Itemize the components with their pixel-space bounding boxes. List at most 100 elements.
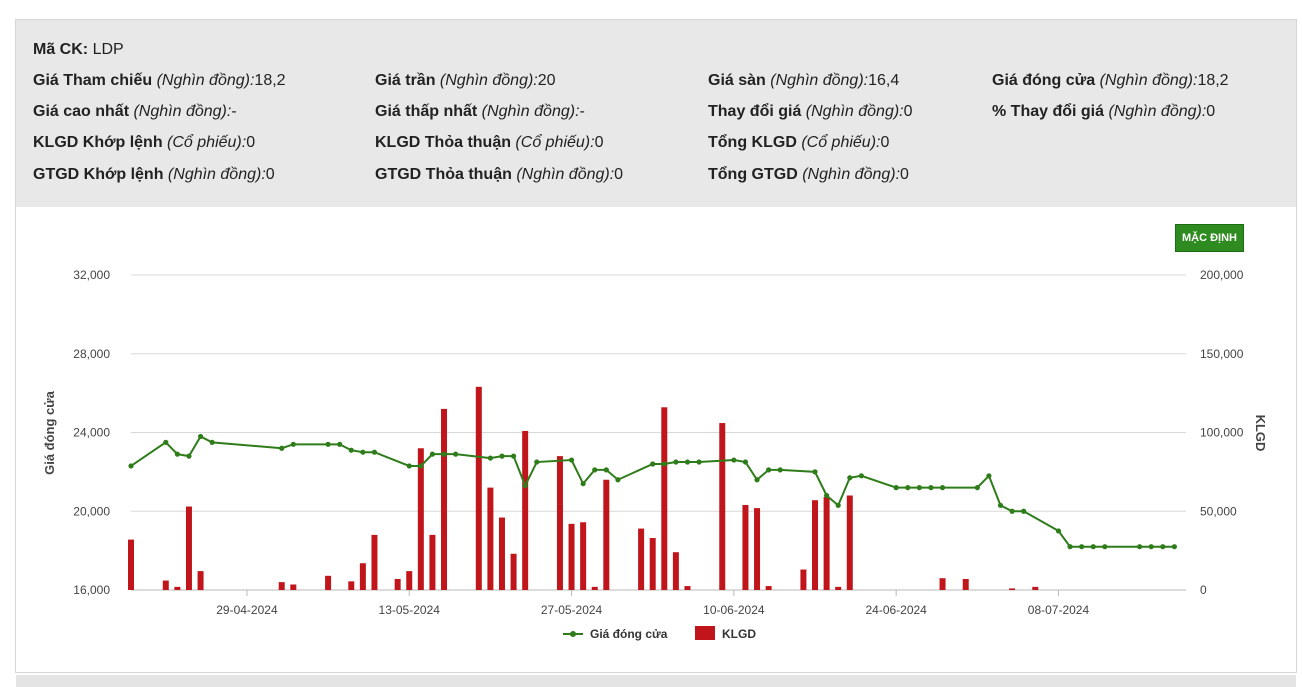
- info-field-label: Giá trần: [375, 72, 436, 89]
- info-field-value: -: [231, 103, 237, 120]
- volume-bar: [487, 487, 494, 590]
- info-field-unit: (Nghìn đồng):: [765, 72, 869, 89]
- price-point: [777, 467, 783, 473]
- volume-bar: [510, 553, 517, 590]
- price-point: [835, 502, 841, 508]
- price-point: [568, 457, 575, 463]
- volume-bar: [522, 430, 529, 590]
- volume-bar: [962, 578, 969, 590]
- info-field: % Thay đổi giá (Nghìn đồng):0: [992, 103, 1215, 121]
- default-view-button[interactable]: MẶC ĐỊNH: [1175, 224, 1244, 252]
- price-point: [453, 451, 459, 457]
- volume-bar: [1009, 588, 1016, 590]
- info-field-value: 0: [900, 166, 909, 183]
- price-point: [1009, 508, 1015, 514]
- price-point: [186, 453, 192, 459]
- bottom-scroll-strip: [16, 675, 1296, 687]
- volume-bar: [348, 581, 355, 590]
- price-point: [858, 473, 864, 479]
- volume-bar: [603, 479, 610, 590]
- volume-bar: [591, 586, 598, 590]
- price-point: [1090, 544, 1096, 550]
- price-point: [997, 502, 1004, 508]
- x-tick-label: 24-06-2024: [865, 603, 927, 617]
- info-field-label: % Thay đổi giá: [992, 103, 1105, 120]
- info-field-value: 0: [614, 166, 624, 183]
- left-tick-label: 24,000: [73, 426, 110, 440]
- volume-bar: [162, 580, 169, 590]
- volume-bar: [475, 386, 482, 590]
- info-field: KLGD Khớp lệnh (Cổ phiếu):0: [33, 134, 255, 152]
- info-field-unit: (Nghìn đồng):: [801, 103, 904, 120]
- info-field-unit: (Nghìn đồng):: [1104, 103, 1207, 120]
- x-tick-label: 10-06-2024: [703, 603, 765, 617]
- price-point: [534, 459, 540, 465]
- volume-bar: [1032, 586, 1039, 590]
- info-field: Thay đổi giá (Nghìn đồng):0: [708, 103, 913, 121]
- info-field-label: GTGD Thỏa thuận: [375, 166, 512, 183]
- volume-bar: [939, 578, 946, 590]
- info-field: Giá sàn (Nghìn đồng):16,4: [708, 72, 899, 90]
- info-field-value: -: [579, 103, 585, 120]
- left-tick-label: 32,000: [73, 268, 110, 282]
- price-point: [928, 485, 934, 491]
- info-field-label: Giá Tham chiếu: [33, 72, 153, 89]
- price-point: [406, 463, 412, 469]
- info-field-label: Giá thấp nhất: [375, 103, 478, 120]
- volume-bar: [417, 448, 424, 590]
- volume-bar: [754, 508, 761, 590]
- info-field-label: KLGD Thỏa thuận: [375, 134, 511, 151]
- info-field: Tổng KLGD (Cổ phiếu):0: [708, 134, 889, 152]
- volume-bar: [684, 586, 691, 590]
- x-tick-label: 27-05-2024: [541, 603, 603, 617]
- volume-bar: [394, 578, 401, 590]
- right-tick-label: 50,000: [1200, 504, 1237, 518]
- legend-bar-swatch: [695, 626, 715, 640]
- volume-bar: [128, 539, 134, 590]
- info-field-unit: (Nghìn đồng):: [477, 103, 580, 120]
- price-point: [290, 441, 296, 447]
- info-field-unit: (Nghìn đồng):: [511, 166, 615, 183]
- price-point: [360, 449, 366, 455]
- volume-bar: [661, 407, 668, 590]
- volume-bar: [742, 504, 749, 590]
- left-tick-label: 16,000: [73, 583, 110, 597]
- volume-bar: [498, 517, 505, 590]
- price-point: [893, 485, 899, 491]
- left-axis-ticks: 16,000 20,000 24,000 28,000 32,000: [73, 268, 110, 597]
- volume-bar: [441, 408, 448, 590]
- volume-bar: [371, 534, 378, 590]
- right-tick-label: 150,000: [1200, 347, 1244, 361]
- info-row: Giá cao nhất (Nghìn đồng):- Giá thấp nhất…: [16, 103, 1296, 125]
- right-tick-label: 100,000: [1200, 426, 1244, 440]
- volume-bar: [812, 500, 819, 590]
- info-field-label: KLGD Khớp lệnh: [33, 134, 163, 151]
- info-field-label: Thay đổi giá: [708, 103, 802, 120]
- info-field: Giá trần (Nghìn đồng):20: [375, 72, 556, 90]
- price-point: [371, 449, 378, 455]
- x-tick-label: 29-04-2024: [216, 603, 278, 617]
- price-point: [348, 447, 354, 453]
- right-axis-ticks: 0 50,000 100,000 150,000 200,000: [1200, 268, 1244, 597]
- info-field-value: 18,2: [1197, 72, 1229, 89]
- price-point: [1148, 544, 1154, 550]
- price-point: [174, 451, 180, 457]
- ticker-line: Mã CK: LDP: [33, 41, 124, 59]
- volume-bar: [290, 584, 297, 590]
- x-tick-label: 08-07-2024: [1028, 603, 1090, 617]
- price-point: [1021, 508, 1027, 514]
- price-point: [812, 469, 818, 475]
- info-field-value: 0: [880, 134, 890, 151]
- info-field-value: 0: [1206, 103, 1216, 120]
- info-field-value: 18,2: [254, 72, 286, 89]
- price-point: [1102, 544, 1108, 550]
- price-point: [696, 459, 702, 465]
- price-line-path: [130, 435, 1175, 548]
- info-field-unit: (Nghìn đồng):: [163, 166, 266, 183]
- price-point: [615, 477, 621, 483]
- price-point: [487, 455, 493, 461]
- info-row: Giá Tham chiếu (Nghìn đồng): 18,2 Giá trần…: [16, 72, 1296, 94]
- info-field-unit: (Nghìn đồng):: [797, 166, 901, 183]
- price-point: [337, 441, 343, 447]
- price-point: [1137, 544, 1143, 550]
